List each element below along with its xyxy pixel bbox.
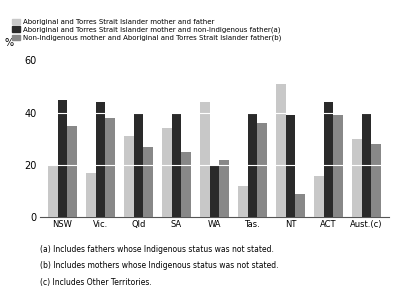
Bar [58,100,67,217]
Bar [219,160,229,217]
Bar [67,126,77,217]
Text: (c) Includes Other Territories.: (c) Includes Other Territories. [40,278,151,287]
Text: %: % [5,38,14,48]
Bar [105,118,115,217]
Bar [324,102,333,217]
Bar [333,115,343,217]
Bar [200,102,210,217]
Bar [143,147,153,217]
Bar [285,115,295,217]
Bar [238,186,248,217]
Bar [276,84,285,217]
Legend: Aboriginal and Torres Strait Islander mother and father, Aboriginal and Torres S: Aboriginal and Torres Strait Islander mo… [12,18,281,41]
Bar [162,128,172,217]
Bar [48,165,58,217]
Bar [295,194,304,217]
Bar [248,113,257,217]
Bar [314,175,324,217]
Bar [352,139,362,217]
Bar [181,152,191,217]
Text: (a) Includes fathers whose Indigenous status was not stated.: (a) Includes fathers whose Indigenous st… [40,245,274,254]
Bar [371,144,380,217]
Bar [172,113,181,217]
Bar [362,113,371,217]
Bar [124,136,134,217]
Bar [86,173,96,217]
Bar [257,123,267,217]
Bar [210,165,219,217]
Bar [96,102,105,217]
Text: (b) Includes mothers whose Indigenous status was not stated.: (b) Includes mothers whose Indigenous st… [40,261,278,270]
Bar [134,113,143,217]
